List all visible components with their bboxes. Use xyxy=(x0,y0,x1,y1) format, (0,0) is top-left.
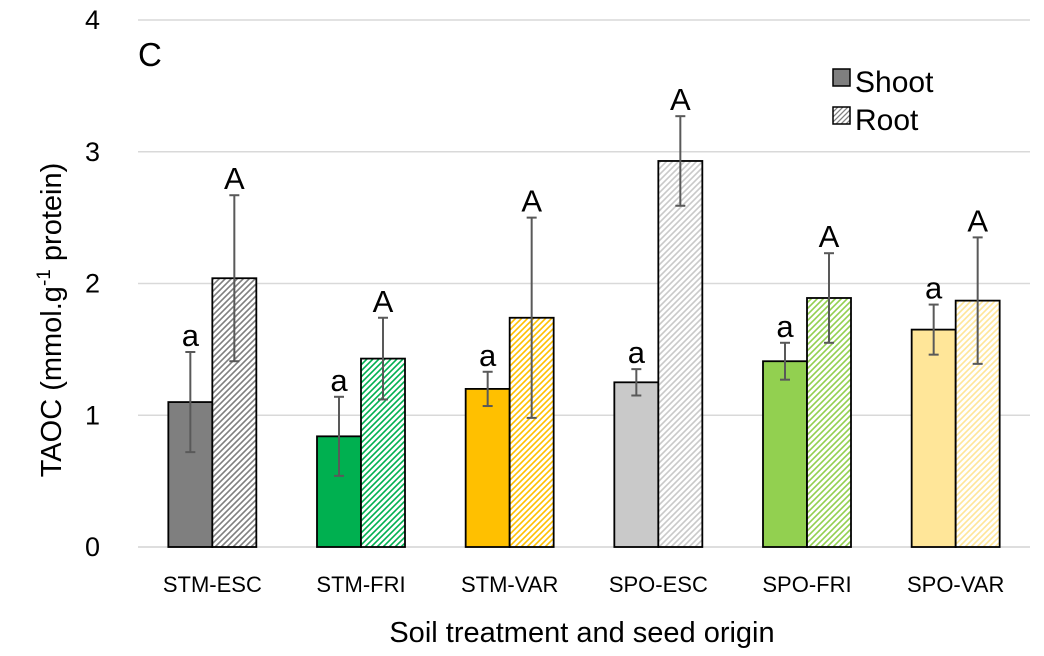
bar-shoot xyxy=(762,360,808,548)
legend: Shoot Root xyxy=(832,66,934,137)
y-tick-label: 0 xyxy=(85,532,100,562)
error-bar xyxy=(780,341,790,381)
x-tick-label: STM-FRI xyxy=(316,572,405,597)
legend-swatch-shoot xyxy=(832,68,851,87)
error-bar xyxy=(928,303,939,356)
bars xyxy=(167,160,1001,548)
x-tick-label: STM-VAR xyxy=(461,572,558,597)
bar-root xyxy=(657,160,704,548)
error-bars xyxy=(185,115,983,477)
error-bar xyxy=(229,194,240,363)
y-axis-title-main: TAOC (mmol.g xyxy=(36,286,68,477)
error-bar xyxy=(378,316,388,401)
significance-letter: A xyxy=(521,184,542,219)
y-axis-ticks: 0 1 2 3 4 xyxy=(85,5,100,562)
x-axis-ticks: STM-ESC STM-FRI STM-VAR SPO-ESC SPO-FRI SPO-V… xyxy=(163,572,1005,597)
error-bar xyxy=(526,216,537,419)
x-axis-title: Soil treatment and seed origin xyxy=(389,617,774,649)
significance-letter: A xyxy=(670,82,691,117)
y-axis-title: TAOC (mmol.g-1 protein) xyxy=(34,163,68,478)
error-bar xyxy=(675,115,686,207)
significance-letter: a xyxy=(182,318,200,353)
bar-shoot xyxy=(613,381,660,548)
error-bar xyxy=(631,368,642,397)
significance-letter: A xyxy=(224,161,245,196)
x-tick-label: SPO-FRI xyxy=(762,572,851,597)
error-bar xyxy=(334,395,344,477)
y-tick-label: 1 xyxy=(85,400,100,430)
grid-lines xyxy=(138,19,1030,548)
significance-letter: a xyxy=(479,338,497,373)
y-tick-label: 2 xyxy=(85,269,100,299)
y-axis-title-rest: protein) xyxy=(36,163,68,269)
error-bar xyxy=(482,370,493,408)
y-tick-label: 3 xyxy=(85,137,100,167)
significance-letter: a xyxy=(330,363,348,398)
y-tick-label: 4 xyxy=(85,5,100,35)
significance-letter: A xyxy=(373,284,394,319)
significance-letter: A xyxy=(819,219,840,254)
x-tick-label: SPO-VAR xyxy=(907,572,1004,597)
error-bar xyxy=(824,252,834,344)
x-tick-label: STM-ESC xyxy=(163,572,262,597)
significance-letter: a xyxy=(776,309,794,344)
bar-shoot xyxy=(464,387,511,548)
legend-swatch-root xyxy=(832,106,851,125)
error-bar xyxy=(972,236,983,365)
legend-label-shoot: Shoot xyxy=(855,66,934,99)
x-tick-label: SPO-ESC xyxy=(609,572,708,597)
panel-label: C xyxy=(138,36,162,73)
bar-shoot xyxy=(910,328,957,548)
y-axis-title-superscript: -1 xyxy=(34,269,55,286)
error-bar xyxy=(185,351,196,454)
significance-letter: a xyxy=(925,271,943,306)
legend-label-root: Root xyxy=(855,104,919,137)
significance-letter: a xyxy=(628,335,646,370)
significance-letter: A xyxy=(967,203,988,238)
